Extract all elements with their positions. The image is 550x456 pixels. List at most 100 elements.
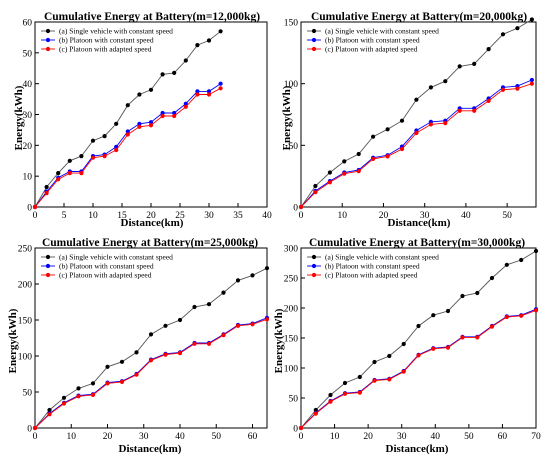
data-point — [385, 154, 390, 159]
legend-entry: (c) Platoon with adapted speed — [59, 45, 152, 54]
x-tick-label: 60 — [248, 432, 258, 442]
series-line — [300, 83, 533, 208]
data-point — [125, 129, 130, 134]
series-single-vehicle — [32, 29, 223, 210]
data-point — [56, 177, 61, 182]
legend-entry: (a) Single vehicle with constant speed — [59, 253, 173, 262]
legend: (a) Single vehicle with constant speed(b… — [307, 253, 439, 280]
data-point — [431, 313, 436, 318]
x-tick-label: 50 — [464, 432, 474, 442]
data-point — [76, 386, 81, 391]
data-point — [32, 425, 38, 431]
legend-entry: (b) Platoon with constant speed — [325, 262, 420, 271]
data-point — [445, 345, 451, 350]
x-tick-label: 10 — [330, 432, 340, 442]
legend-entry: (a) Single vehicle with constant speed — [325, 27, 439, 36]
y-tick-label: 300 — [284, 245, 299, 255]
chart-20000kg: Cumulative Energy at Battery(m=20,000kg)… — [281, 11, 537, 229]
legend-entry: (b) Platoon with constant speed — [59, 262, 154, 271]
data-point — [125, 103, 130, 108]
legend-swatch-marker — [45, 46, 51, 52]
data-point — [328, 399, 333, 404]
data-point — [44, 191, 49, 196]
series-platoon-adapted — [32, 317, 270, 431]
data-point — [457, 64, 462, 69]
data-point — [399, 118, 405, 123]
data-point — [195, 43, 200, 48]
data-point — [519, 313, 524, 318]
data-point — [148, 120, 154, 125]
data-point — [183, 101, 188, 106]
data-point — [356, 151, 361, 157]
data-point — [183, 58, 188, 63]
legend-entry: (c) Platoon with adapted speed — [325, 271, 418, 280]
series-line — [34, 83, 221, 208]
data-point — [90, 138, 96, 143]
data-point — [163, 323, 168, 328]
x-tick-label: 10 — [88, 211, 98, 221]
series-single-vehicle — [298, 17, 535, 210]
y-tick-label: 60 — [23, 19, 33, 29]
legend-entry: (b) Platoon with constant speed — [59, 36, 154, 45]
series-single-vehicle — [298, 248, 539, 431]
data-point — [357, 374, 362, 380]
data-point — [137, 92, 142, 97]
x-axis-label: Distance(km) — [388, 217, 451, 229]
y-tick-label: 200 — [18, 281, 33, 291]
x-tick-label: 30 — [420, 211, 430, 221]
chart-30000kg: Cumulative Energy at Battery(m=30,000kg)… — [273, 237, 541, 455]
data-point — [356, 169, 361, 174]
x-tick-label: 30 — [397, 432, 407, 442]
data-point — [327, 170, 332, 175]
data-point — [504, 262, 509, 267]
data-point — [372, 359, 377, 365]
legend-swatch-marker — [311, 37, 317, 43]
data-point — [372, 378, 377, 383]
plot-frame — [300, 21, 537, 208]
data-point — [67, 171, 72, 176]
x-tick-label: 50 — [212, 432, 222, 442]
x-tick-label: 30 — [139, 432, 149, 442]
legend-swatch-marker — [45, 28, 51, 34]
data-point — [32, 204, 38, 210]
data-point — [460, 335, 465, 340]
data-point — [119, 379, 125, 384]
x-tick-label: 30 — [204, 211, 214, 221]
data-point — [327, 180, 332, 185]
data-point — [235, 278, 241, 283]
data-point — [460, 293, 465, 299]
x-tick-label: 10 — [67, 432, 77, 442]
x-tick-label: 20 — [379, 211, 389, 221]
data-point — [61, 395, 67, 400]
x-tick-label: 5 — [62, 211, 67, 221]
data-point — [195, 92, 200, 97]
data-point — [56, 171, 61, 176]
x-tick-label: 40 — [461, 211, 471, 221]
data-point — [172, 113, 177, 119]
x-tick-label: 40 — [175, 432, 185, 442]
legend-swatch-marker — [311, 28, 317, 34]
data-point — [177, 351, 183, 356]
data-point — [160, 72, 165, 77]
data-point — [443, 121, 448, 126]
data-point — [160, 110, 165, 116]
data-point — [218, 86, 223, 91]
series-line — [34, 30, 221, 208]
x-axis-label: Distance(km) — [121, 217, 184, 229]
data-point — [475, 290, 480, 296]
series-platoon-adapted — [298, 308, 539, 431]
data-point — [519, 257, 524, 263]
y-tick-label: 150 — [284, 335, 299, 345]
x-tick-label: 40 — [262, 211, 272, 221]
data-point — [313, 183, 318, 189]
data-point — [313, 411, 318, 416]
data-point — [533, 248, 539, 254]
data-point — [457, 108, 462, 113]
series-platoon-constant — [32, 81, 223, 210]
data-point — [218, 81, 223, 86]
data-point — [486, 98, 491, 103]
x-tick-label: 40 — [431, 432, 441, 442]
legend: (a) Single vehicle with constant speed(b… — [41, 253, 173, 280]
data-point — [515, 26, 520, 31]
data-point — [125, 132, 130, 137]
